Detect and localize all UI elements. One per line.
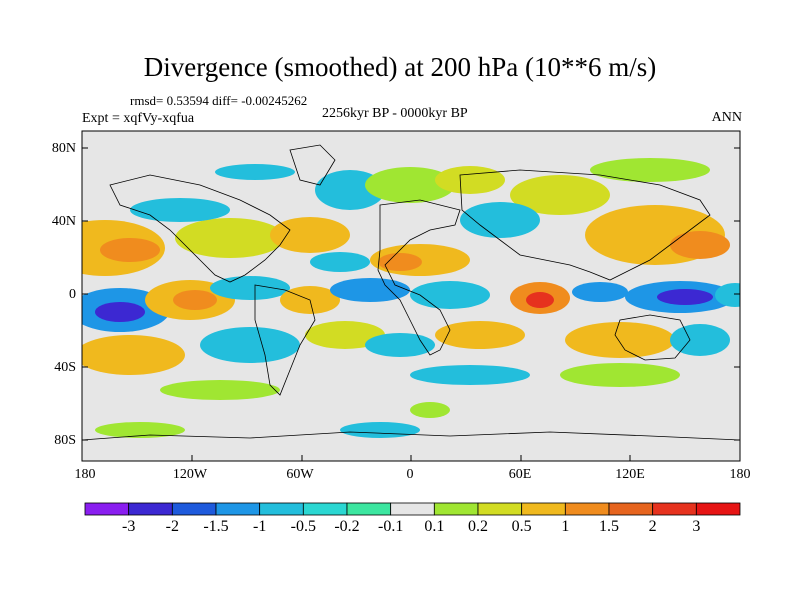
- colorbar-label: -1.5: [203, 518, 229, 535]
- period-label: 2256kyr BP - 0000kyr BP: [322, 106, 468, 121]
- colorbar-box: [302, 502, 348, 516]
- colorbar-label: -2: [165, 518, 179, 535]
- colorbar-box: [259, 502, 304, 516]
- colorbar-label: -3: [121, 518, 136, 535]
- colorbar-box: [215, 502, 261, 516]
- colorbar: [84, 502, 741, 516]
- colorbar-label: -0.5: [290, 518, 316, 535]
- lon-label-180e: 180: [729, 467, 751, 482]
- colorbar-label: -1: [252, 518, 267, 535]
- experiment-label: Expt = xqfVy-xqfua: [82, 111, 195, 126]
- colorbar-box: [695, 502, 741, 516]
- colorbar-label: 1: [561, 518, 570, 535]
- lat-label-40n: 40N: [51, 214, 76, 229]
- colorbar-box: [390, 502, 435, 516]
- colorbar-box: [477, 502, 523, 516]
- colorbar-box: [128, 502, 173, 516]
- colorbar-box: [346, 502, 392, 516]
- colorbar-label: 1.5: [599, 518, 619, 535]
- colorbar-box: [171, 502, 217, 516]
- colorbar-box: [652, 502, 697, 516]
- lat-label-80s: 80S: [54, 433, 76, 448]
- lon-label-60w: 60W: [286, 467, 314, 482]
- colorbar-box: [521, 502, 566, 516]
- colorbar-box: [564, 502, 610, 516]
- colorbar-label: 2: [648, 518, 657, 535]
- colorbar-label: -0.2: [334, 518, 360, 535]
- lon-label-60e: 60E: [508, 467, 532, 482]
- lon-label-0: 0: [406, 467, 414, 482]
- colorbar-label: 0.2: [468, 518, 488, 535]
- colorbar-label: 3: [692, 518, 701, 535]
- coastlines: [82, 144, 740, 441]
- colorbar-label: 0.1: [424, 518, 445, 535]
- stats-label: rmsd= 0.53594 diff= -0.00245262: [130, 93, 308, 108]
- colorbar-box: [84, 502, 130, 516]
- lat-label-40s: 40S: [54, 360, 76, 375]
- lon-label-120e: 120E: [615, 467, 645, 482]
- axis-ticks: [81, 147, 741, 461]
- season-label: ANN: [711, 110, 742, 125]
- colorbar-box: [433, 502, 479, 516]
- lon-label-180w: 180: [74, 467, 96, 482]
- lat-label-eq: 0: [69, 287, 76, 302]
- colorbar-label: -0.1: [377, 518, 404, 535]
- lat-label-80n: 80N: [51, 141, 76, 156]
- lon-label-120w: 120W: [172, 467, 208, 482]
- plot-title: Divergence (smoothed) at 200 hPa (10**6 …: [143, 52, 657, 82]
- colorbar-box: [608, 502, 654, 516]
- colorbar-label: 0.5: [511, 518, 532, 535]
